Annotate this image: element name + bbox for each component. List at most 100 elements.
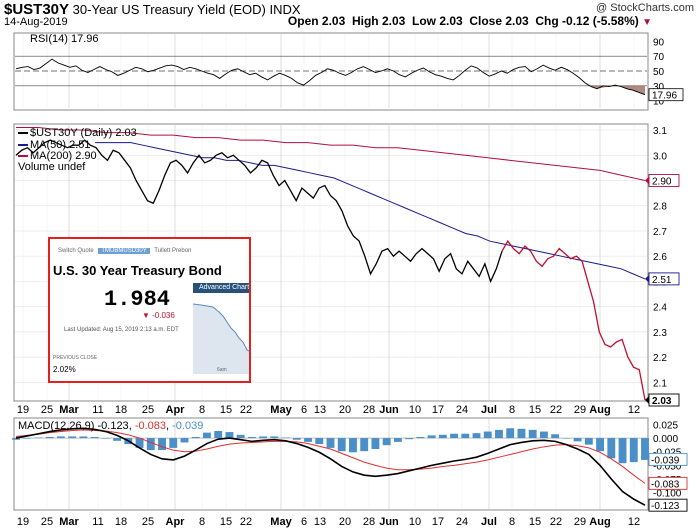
x-axis-label: 20 bbox=[339, 404, 351, 416]
price-last-label: 2.03 bbox=[652, 396, 672, 407]
macd-legend-hist: -0.039 bbox=[172, 420, 203, 432]
x-axis-label: 28 bbox=[363, 404, 375, 416]
ma50-legend: MA(50) 2.51 bbox=[30, 139, 91, 151]
x-axis-label-bottom: 18 bbox=[115, 516, 127, 528]
price-y-tick: 2.1 bbox=[653, 378, 667, 389]
macd-histogram-bar bbox=[506, 428, 515, 439]
x-axis-label-bottom: 22 bbox=[550, 516, 562, 528]
inset-prev-label: PREVIOUS CLOSE bbox=[53, 355, 98, 361]
price-y-tick: 3.0 bbox=[653, 151, 667, 162]
macd-y-tick: -0.050 bbox=[653, 461, 682, 472]
rsi-y-tick: 70 bbox=[653, 52, 665, 63]
rsi-legend: RSI(14) 17.96 bbox=[30, 33, 98, 45]
macd-histogram-bar bbox=[584, 438, 593, 445]
x-axis-label-bottom: 22 bbox=[240, 516, 252, 528]
macd-histogram-bar bbox=[528, 429, 537, 439]
price-y-tick: 2.3 bbox=[653, 328, 667, 339]
x-axis-label: 18 bbox=[115, 404, 127, 416]
x-axis-label: 13 bbox=[314, 404, 326, 416]
rsi-panel bbox=[13, 32, 649, 111]
x-axis-label-bottom: 13 bbox=[314, 516, 326, 528]
change-value: Chg -0.12 (-5.58%) bbox=[535, 14, 639, 28]
x-axis-label: 25 bbox=[142, 404, 154, 416]
macd-histogram-bar bbox=[382, 438, 391, 446]
price-last-pointer bbox=[645, 396, 649, 404]
macd-histogram-bar bbox=[393, 438, 402, 442]
price-y-tick: 2.6 bbox=[653, 252, 667, 263]
macd-histogram-bar bbox=[315, 438, 324, 445]
macd-histogram-bar bbox=[607, 438, 616, 459]
macd-histogram-bar bbox=[79, 436, 88, 439]
x-axis-label: 17 bbox=[432, 404, 444, 416]
macd-panel bbox=[13, 417, 649, 511]
x-axis-label-bottom: 10 bbox=[409, 516, 421, 528]
macd-legend-signal: -0.083 bbox=[135, 420, 166, 432]
low-value: Low 2.03 bbox=[411, 14, 463, 28]
macd-histogram-bar bbox=[573, 438, 582, 442]
instrument-name: 30-Year US Treasury Yield (EOD) bbox=[72, 2, 266, 17]
inset-price: 1.984 bbox=[104, 287, 171, 312]
x-axis-label-bottom: 15 bbox=[220, 516, 232, 528]
x-axis-label: 8 bbox=[509, 404, 515, 416]
macd-histogram-bar bbox=[180, 438, 189, 443]
inset-sparkline-time: 6am bbox=[217, 367, 227, 373]
macd-y-tick: 0.000 bbox=[653, 434, 678, 445]
macd-histogram-bar bbox=[349, 438, 357, 453]
x-axis-label-bottom: 17 bbox=[432, 516, 444, 528]
down-arrow-icon: ▼ bbox=[642, 17, 652, 28]
price-y-tick: 3.1 bbox=[653, 126, 667, 137]
macd-signal-last-box bbox=[648, 476, 688, 490]
macd-histogram-bar bbox=[618, 438, 627, 464]
x-axis-label: 29 bbox=[574, 404, 586, 416]
macd-histogram-bar bbox=[562, 438, 571, 439]
macd-histogram-bar bbox=[472, 433, 481, 439]
macd-histogram-bar bbox=[90, 437, 99, 439]
x-axis-label: 10 bbox=[409, 404, 421, 416]
x-axis-label-bottom: 8 bbox=[199, 516, 205, 528]
macd-histogram-bar bbox=[539, 431, 548, 439]
macd-histogram-bar bbox=[416, 437, 425, 439]
macd-histogram-bar bbox=[45, 437, 54, 439]
inset-tab-switch: Switch Quote bbox=[58, 248, 94, 254]
macd-histogram-bar bbox=[551, 434, 560, 439]
price-legend: $UST30Y (Daily) 2.03 bbox=[30, 127, 137, 139]
rsi-y-tick: 10 bbox=[653, 97, 665, 108]
price-line-recent bbox=[501, 239, 646, 401]
x-axis-label: 24 bbox=[456, 404, 468, 416]
inset-advanced-chart: Advanced Chart bbox=[193, 283, 249, 293]
exchange: INDX bbox=[269, 2, 301, 17]
price-y-tick: 2.7 bbox=[653, 227, 667, 238]
macd-histogram-bar bbox=[371, 438, 380, 449]
macd-histogram-bar bbox=[629, 438, 638, 463]
x-axis-label: 25 bbox=[41, 404, 53, 416]
x-axis-label-bottom: 15 bbox=[529, 516, 541, 528]
inset-sparkline: 6am bbox=[193, 303, 249, 374]
x-axis-label: 8 bbox=[199, 404, 205, 416]
macd-legend: MACD(12,26,9) -0.123, -0.083, -0.039 bbox=[18, 420, 203, 432]
rsi-oversold-fill bbox=[589, 85, 645, 95]
high-value: High 2.03 bbox=[351, 14, 406, 28]
price-panel bbox=[13, 123, 649, 402]
x-axis-label-bottom: 19 bbox=[17, 516, 29, 528]
x-axis-label-bottom: 8 bbox=[509, 516, 515, 528]
x-axis-label: 6 bbox=[301, 404, 307, 416]
x-axis-label: 22 bbox=[550, 404, 562, 416]
macd-y-tick: -0.100 bbox=[653, 489, 682, 500]
x-axis-label: 15 bbox=[220, 404, 232, 416]
macd-legend-macd: -0.123 bbox=[97, 420, 128, 432]
macd-histogram-bar bbox=[304, 438, 312, 442]
macd-histogram-bar bbox=[281, 437, 290, 439]
macd-histogram-bar bbox=[34, 437, 43, 439]
inset-tab-symbol: TMUBMUSD30Y bbox=[98, 248, 150, 254]
x-axis-label: 19 bbox=[17, 404, 29, 416]
ma50-last-pointer bbox=[645, 274, 649, 283]
macd-histogram-bar bbox=[23, 438, 32, 439]
x-axis-label: Mar bbox=[59, 404, 79, 416]
x-axis-label-bottom: 6 bbox=[301, 516, 307, 528]
price-line bbox=[15, 139, 503, 284]
x-axis-label: Aug bbox=[589, 404, 610, 416]
x-axis-label-bottom: 29 bbox=[574, 516, 586, 528]
inset-change: ▼ -0.036 bbox=[142, 311, 175, 320]
x-axis-label: Apr bbox=[166, 404, 186, 416]
macd-histogram-bar bbox=[56, 436, 65, 439]
